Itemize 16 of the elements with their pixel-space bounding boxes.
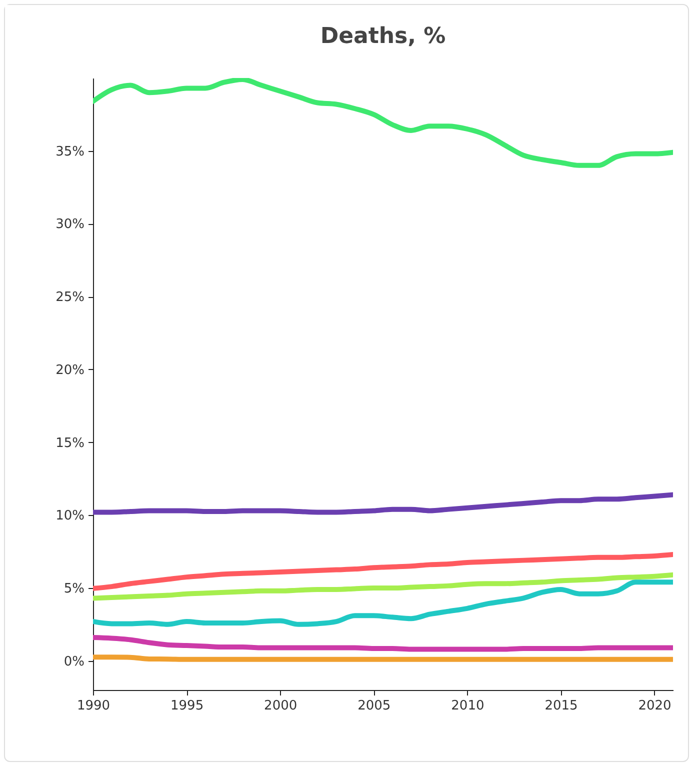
y-tick-label: 35% [56,144,84,160]
y-tick-label: 0% [64,654,84,670]
y-tick-label: 10% [56,508,84,524]
y-tick-label: 15% [56,436,84,451]
x-tick-label: 2005 [358,698,391,714]
x-tick-label: 2010 [451,698,484,714]
x-tick-label: 2015 [544,698,578,714]
x-tick-label: 1990 [76,698,110,714]
x-tick-label: 2000 [264,698,298,714]
y-tick-label: 25% [56,290,84,306]
y-tick-label: 20% [56,362,84,378]
y-tick-label: 5% [64,582,84,596]
x-tick-label: 1995 [170,698,204,714]
x-tick-label: 2020 [638,698,672,714]
y-tick-label: 30% [56,217,84,232]
chart-title: Deaths, % [320,24,446,49]
